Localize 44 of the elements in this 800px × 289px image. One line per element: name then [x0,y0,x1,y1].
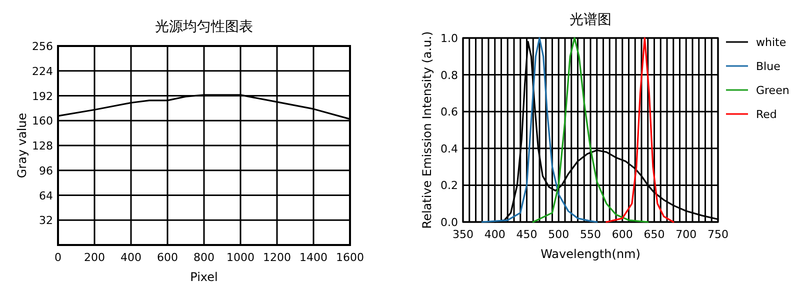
x-tick-label: 350 [452,228,474,241]
y-axis-title: Relative Emission Intensity (a.u.) [420,31,434,229]
y-tick-label: 64 [39,189,53,202]
x-tick-label: 450 [516,228,538,241]
x-tick-label: 400 [484,228,506,241]
chart-title: 光源均匀性图表 [155,19,253,35]
x-tick-label: 1000 [226,251,254,264]
x-tick-label: 1400 [300,251,328,264]
x-tick-label: 750 [708,228,728,241]
y-tick-label: 192 [32,90,53,103]
y-tick-label: 1.0 [440,32,458,45]
x-axis-title: Pixel [190,270,218,284]
legend-label: Blue [756,60,781,73]
y-axis-title: Gray value [15,112,29,178]
y-tick-label: 0.8 [440,68,458,82]
x-tick-label: 600 [157,251,178,264]
x-tick-label: 0 [54,251,62,264]
y-tick-label: 0.0 [440,216,458,229]
chart-title: 光谱图 [570,12,612,28]
y-tick-label: 224 [32,64,53,78]
legend-label: white [756,36,786,49]
x-tick-label: 1200 [263,251,291,264]
y-tick-label: 0.2 [440,179,458,192]
x-tick-label: 600 [612,228,633,241]
y-tick-label: 128 [32,140,53,152]
y-tick-label: 32 [39,214,53,228]
y-tick-label: 96 [39,164,53,178]
x-tick-label: 700 [676,228,697,241]
legend-label: Green [756,84,790,97]
line-series [532,37,649,223]
y-tick-label: 256 [32,40,53,53]
x-tick-label: 200 [84,251,105,264]
x-tick-label: 1600 [336,251,364,264]
x-tick-label: 800 [194,251,214,264]
legend-label: Red [756,108,777,121]
y-tick-label: 0.4 [440,142,458,156]
x-axis-title: Wavelength(nm) [540,247,640,261]
line-series [606,37,674,223]
x-tick-label: 400 [120,251,142,264]
x-tick-label: 650 [644,228,665,241]
x-tick-label: 500 [548,228,570,241]
y-tick-label: 0.6 [440,106,458,119]
y-tick-label: 160 [32,114,53,128]
x-tick-label: 550 [580,228,601,241]
